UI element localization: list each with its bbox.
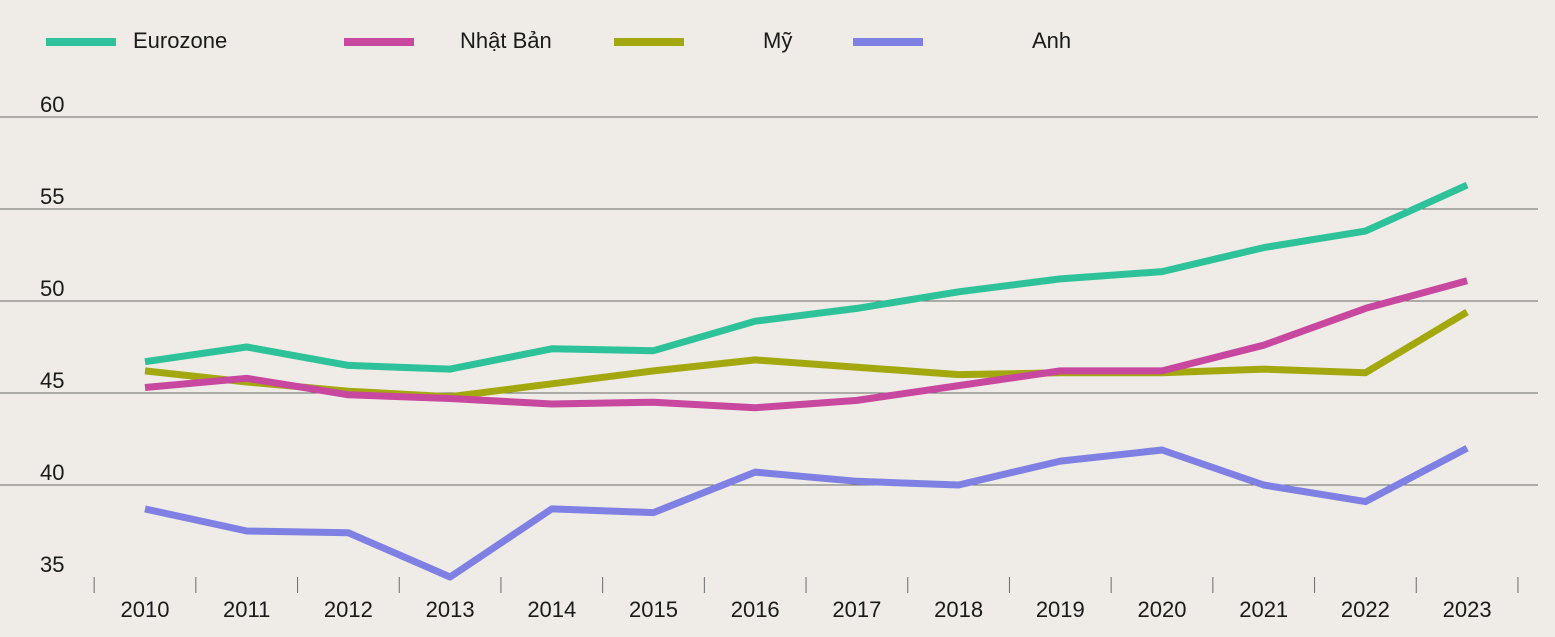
y-tick-label-60: 60 (40, 92, 64, 117)
legend-item-nhat-ban: Nhật Bản (344, 28, 552, 53)
x-tick-label-2011: 2011 (223, 597, 270, 622)
legend-label-my: Mỹ (763, 28, 792, 53)
x-tick-label-2017: 2017 (832, 597, 881, 622)
legend-item-eurozone: Eurozone (46, 28, 227, 53)
legend-label-anh: Anh (1032, 28, 1071, 53)
grid (0, 116, 1538, 486)
x-tick-label-2019: 2019 (1036, 597, 1085, 622)
y-tick-label-50: 50 (40, 276, 64, 301)
x-tick-label-2022: 2022 (1341, 597, 1390, 622)
x-tick-label-2021: 2021 (1239, 597, 1288, 622)
series-line-anh (144, 445, 1469, 581)
legend-label-nhat-ban: Nhật Bản (460, 28, 552, 53)
series-line-eurozone (144, 181, 1469, 373)
x-tick-label-2014: 2014 (527, 597, 576, 622)
legend: Eurozone Nhật Bản Mỹ Anh (46, 28, 1071, 53)
y-tick-label-55: 55 (40, 184, 64, 209)
x-tick-label-2013: 2013 (426, 597, 475, 622)
y-axis-labels: 35 40 45 50 55 60 (40, 92, 64, 577)
series-line-nhat-ban (144, 277, 1469, 412)
series-lines (144, 181, 1469, 581)
legend-label-eurozone: Eurozone (133, 28, 227, 53)
series-line-my (144, 308, 1469, 401)
x-tick-label-2012: 2012 (324, 597, 373, 622)
y-tick-label-45: 45 (40, 368, 64, 393)
x-tick-label-2020: 2020 (1138, 597, 1187, 622)
y-tick-label-35: 35 (40, 552, 64, 577)
legend-item-my: Mỹ (614, 28, 792, 53)
x-tick-label-2010: 2010 (121, 597, 170, 622)
x-tick-label-2015: 2015 (629, 597, 678, 622)
x-axis: 2010 2011 2012 2013 2014 2015 2016 2017 2018 2019… (93, 577, 1519, 622)
x-tick-label-2018: 2018 (934, 597, 983, 622)
y-tick-label-40: 40 (40, 460, 64, 485)
x-tick-label-2016: 2016 (731, 597, 780, 622)
x-tick-label-2023: 2023 (1443, 597, 1492, 622)
legend-item-anh: Anh (853, 28, 1071, 53)
